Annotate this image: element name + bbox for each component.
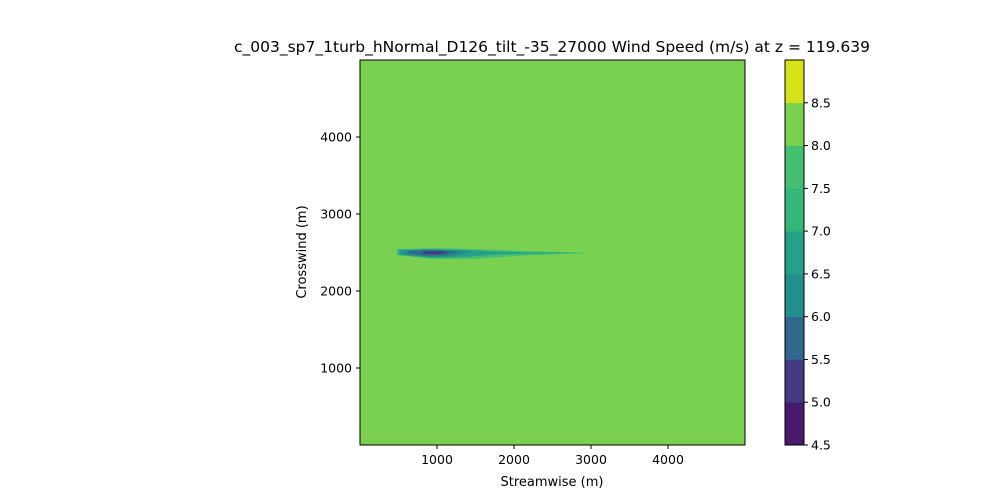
y-axis-label: Crosswind (m) [295,205,310,298]
colorbar-tick-label: 5.0 [811,395,831,410]
x-tick-label: 3000 [575,452,607,467]
colorbar-segment [785,359,804,403]
colorbar-segment [785,402,804,446]
y-tick-label: 3000 [320,207,352,222]
colorbar-segment [785,316,804,360]
colorbar-segment [785,188,804,232]
contour-region-5 [423,251,449,255]
colorbar-tick-label: 7.0 [811,224,831,239]
contour-regions [396,247,745,330]
colorbar: 4.5 5.0 5.5 6.0 6.5 7.0 7.5 8.0 8.5 [784,59,831,453]
colorbar-segment [785,231,804,275]
colorbar-tick-label: 4.5 [811,438,831,453]
colorbar-segment [785,273,804,317]
colorbar-tick-label: 7.5 [811,181,831,196]
x-tick-label: 1000 [421,452,453,467]
y-axis: 1000 2000 3000 4000 [320,130,360,376]
colorbar-tick-label: 6.5 [811,266,831,281]
x-axis-label: Streamwise (m) [501,475,604,490]
y-tick-label: 2000 [320,284,352,299]
contour-region-6 [691,320,745,330]
x-tick-label: 2000 [498,452,530,467]
y-tick-label: 1000 [320,361,352,376]
plot-frame [359,59,746,446]
colorbar-segment [785,102,804,146]
plot-area [359,59,746,446]
colorbar-tick-label: 6.0 [811,309,831,324]
x-tick-label: 4000 [652,452,684,467]
chart-title: c_003_sp7_1turb_hNormal_D126_tilt_-35_27… [234,38,870,57]
colorbar-tick-label: 8.0 [811,138,831,153]
colorbar-segment [785,60,804,104]
y-tick-label: 4000 [320,130,352,145]
colorbar-tick-label: 5.5 [811,352,831,367]
colorbar-segment [785,145,804,189]
x-axis: 1000 2000 3000 4000 [421,445,684,467]
colorbar-frame [784,59,805,446]
colorbar-tick-label: 8.5 [811,95,831,110]
